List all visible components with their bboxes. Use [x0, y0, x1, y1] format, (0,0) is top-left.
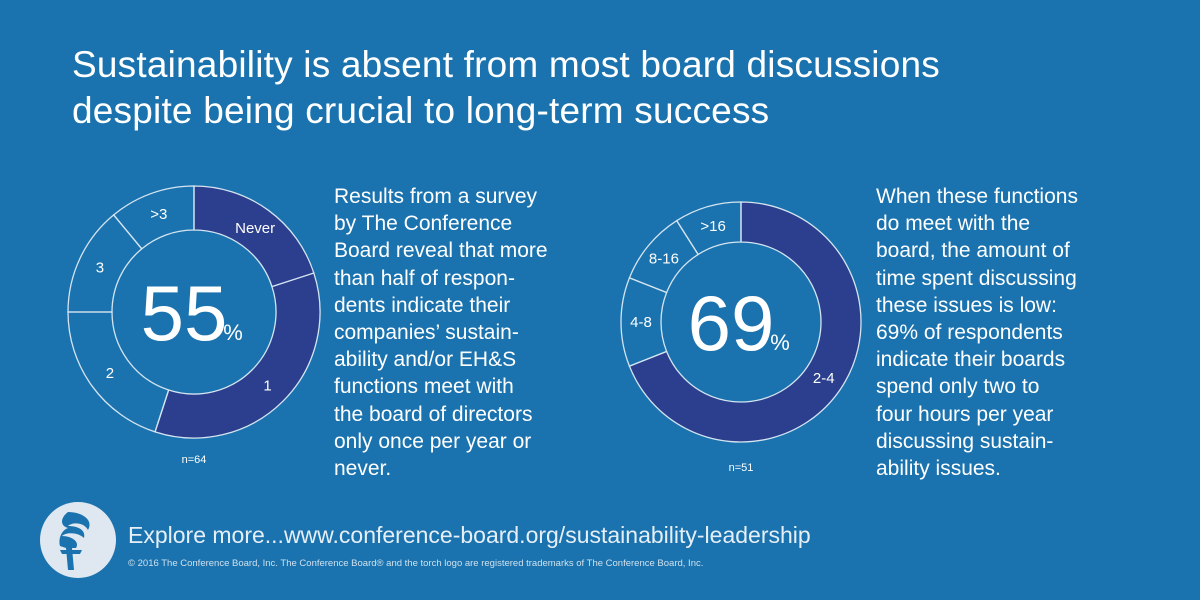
title-line-2: despite being crucial to long-term succe…: [72, 90, 770, 131]
donut-chart-time-spent: 2-4 4-8 8-16 >16 69% n=51: [592, 178, 872, 478]
paragraph1-line: than half of respon-: [334, 266, 515, 290]
slice-label: >3: [150, 206, 167, 223]
paragraph1-line: never.: [334, 457, 392, 481]
time-spent-description-text: When these functions do meet with the boar…: [876, 183, 1138, 482]
paragraph1-line: companies’ sustain-: [334, 321, 519, 345]
slice-label: 3: [96, 260, 104, 277]
donut-chart-2-svg: 2-4 4-8 8-16 >16 69% n=51: [620, 201, 862, 474]
donut-slice-x16: [675, 201, 742, 256]
paragraph2-line: board, the amount of: [876, 239, 1070, 263]
page-title: Sustainability is absent from most board…: [72, 42, 1152, 134]
slice-label: 2-4: [813, 370, 835, 387]
paragraph2-line: four hours per year: [876, 402, 1054, 426]
title-line-1: Sustainability is absent from most board…: [72, 44, 940, 85]
copyright-text: © 2016 The Conference Board, Inc. The Co…: [128, 558, 704, 569]
center-percent-sign: %: [770, 330, 790, 355]
donut-slice-2x4: [628, 201, 862, 443]
paragraph1-line: Board reveal that more: [334, 239, 548, 263]
slice-label: 2: [106, 365, 114, 382]
center-percentage: 69: [688, 279, 775, 367]
paragraph2-line: ability issues.: [876, 457, 1001, 481]
paragraph2-line: 69% of respondents: [876, 321, 1063, 345]
sample-size-label: n=64: [182, 454, 207, 466]
paragraph2-line: spend only two to: [876, 375, 1040, 399]
torch-logo-icon: [38, 500, 118, 580]
slice-label: 1: [263, 378, 271, 395]
paragraph2-line: time spent discussing: [876, 266, 1077, 290]
paragraph2-line: discussing sustain-: [876, 429, 1054, 453]
paragraph1-line: functions meet with: [334, 375, 514, 399]
donut-chart-meeting-frequency: Never 1 2 3 >3 55% n=64: [60, 178, 321, 468]
paragraph1-line: by The Conference: [334, 212, 513, 236]
paragraph1-line: Results from a survey: [334, 185, 538, 208]
paragraph1-line: ability and/or EH&S: [334, 348, 517, 372]
paragraph2-line: When these functions: [876, 185, 1078, 208]
paragraph2-line: indicate their boards: [876, 348, 1066, 372]
paragraph2-line: these issues is low:: [876, 293, 1057, 317]
donut-chart-1-svg: Never 1 2 3 >3 55% n=64: [67, 185, 321, 466]
slice-label: 4-8: [630, 314, 652, 331]
explore-more-link[interactable]: Explore more...www.conference-board.org/…: [128, 522, 811, 548]
donut-slice-3: [67, 213, 143, 313]
sample-size-label: n=51: [729, 462, 754, 474]
center-percentage: 55: [141, 269, 228, 357]
donut-slice-x3: [112, 185, 195, 250]
paragraph1-line: dents indicate their: [334, 293, 511, 317]
donut-slice-1: [154, 272, 321, 439]
slice-label: >16: [700, 218, 725, 235]
slice-label: 8-16: [649, 250, 679, 267]
paragraph1-line: only once per year or: [334, 429, 532, 453]
paragraph2-line: do meet with the: [876, 212, 1031, 236]
survey-description-text: Results from a survey by The Conference Bo…: [334, 183, 589, 482]
center-percent-sign: %: [223, 320, 243, 345]
paragraph1-line: the board of directors: [334, 402, 533, 426]
slice-label: Never: [235, 220, 275, 237]
